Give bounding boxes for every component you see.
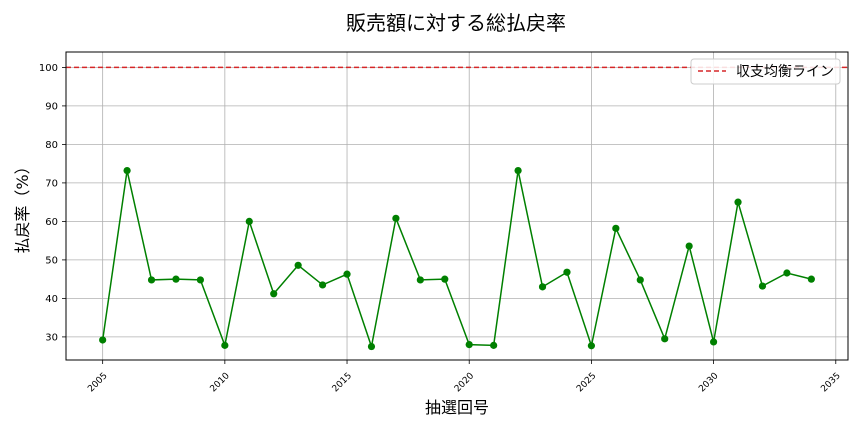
data-point [294,261,302,269]
legend-box [690,58,841,85]
data-point [612,224,620,232]
x-tick-label: 2005 [86,371,109,394]
data-point [147,276,156,284]
grid [66,52,848,360]
y-tick-label: 80 [45,140,58,151]
data-point [99,336,107,344]
y-axis-ticks: 30 40 50 60 70 80 90 100 [39,63,66,343]
legend: 収支均衡ライン [690,58,841,85]
y-tick-label: 70 [45,178,58,189]
data-point [343,270,351,278]
series-line [101,170,812,350]
x-tick-label: 2010 [209,371,232,394]
data-point [734,198,742,206]
y-tick-label: 90 [45,101,58,112]
data-point [783,269,791,277]
data-point [685,242,693,250]
x-axis-label: 抽選回号 [425,398,489,417]
data-point [514,166,522,175]
y-tick-label: 50 [45,255,58,266]
x-tick-label: 2020 [453,371,476,394]
data-point [172,275,180,283]
data-point [270,290,278,298]
data-point [709,338,718,346]
y-tick-label: 40 [45,294,58,305]
data-point [563,268,571,276]
y-tick-label: 30 [45,332,58,343]
data-point [318,281,327,289]
x-axis-ticks: 2005 2010 2015 2020 2025 2030 2035 [86,360,843,394]
legend-label-reference-line: 収支均衡ライン [736,64,834,80]
data-point [807,275,815,283]
data-point [538,283,547,291]
data-point [441,275,449,283]
x-tick-label: 2025 [575,371,598,394]
data-point [490,341,498,349]
data-point [661,335,669,343]
chart-title: 販売額に対する総払戻率 [346,11,566,35]
x-tick-label: 2015 [331,371,354,394]
data-point [196,276,205,284]
data-point [587,342,596,350]
data-point [245,217,253,225]
data-point [221,341,229,349]
y-tick-label: 100 [39,63,58,74]
y-tick-label: 60 [45,217,58,228]
plot-area-frame [65,51,849,361]
data-point [465,341,473,349]
data-point [758,282,767,290]
data-point [392,214,400,222]
data-point [416,276,424,284]
x-tick-label: 2030 [697,371,720,394]
data-point [636,276,644,284]
series-layer [99,166,815,351]
data-point [123,166,131,175]
data-point [367,342,376,351]
y-axis-label: 払戻率（%） [13,158,32,253]
x-tick-label: 2035 [819,371,842,394]
